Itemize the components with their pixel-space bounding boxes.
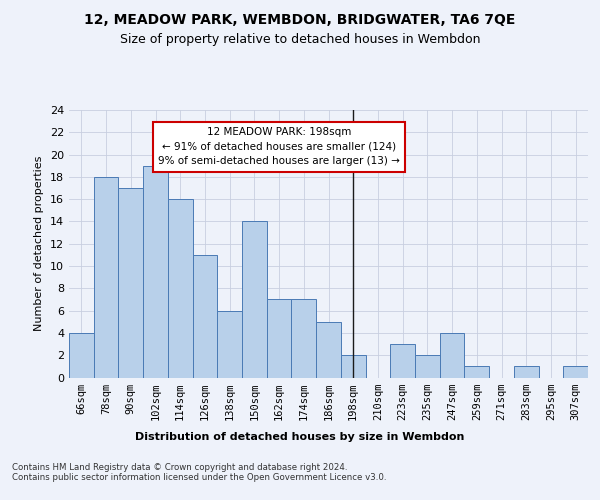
- Bar: [242, 222, 267, 378]
- Bar: [193, 255, 217, 378]
- Bar: [94, 177, 118, 378]
- Bar: [415, 355, 440, 378]
- Bar: [341, 355, 365, 378]
- Bar: [514, 366, 539, 378]
- Bar: [69, 333, 94, 378]
- Text: Size of property relative to detached houses in Wembdon: Size of property relative to detached ho…: [120, 32, 480, 46]
- Text: 12 MEADOW PARK: 198sqm
← 91% of detached houses are smaller (124)
9% of semi-det: 12 MEADOW PARK: 198sqm ← 91% of detached…: [158, 126, 400, 166]
- Y-axis label: Number of detached properties: Number of detached properties: [34, 156, 44, 332]
- Text: Contains HM Land Registry data © Crown copyright and database right 2024.
Contai: Contains HM Land Registry data © Crown c…: [12, 462, 386, 482]
- Bar: [292, 300, 316, 378]
- Bar: [143, 166, 168, 378]
- Bar: [440, 333, 464, 378]
- Bar: [267, 300, 292, 378]
- Text: 12, MEADOW PARK, WEMBDON, BRIDGWATER, TA6 7QE: 12, MEADOW PARK, WEMBDON, BRIDGWATER, TA…: [85, 12, 515, 26]
- Bar: [316, 322, 341, 378]
- Bar: [563, 366, 588, 378]
- Bar: [464, 366, 489, 378]
- Bar: [390, 344, 415, 378]
- Bar: [118, 188, 143, 378]
- Text: Distribution of detached houses by size in Wembdon: Distribution of detached houses by size …: [136, 432, 464, 442]
- Bar: [217, 310, 242, 378]
- Bar: [168, 199, 193, 378]
